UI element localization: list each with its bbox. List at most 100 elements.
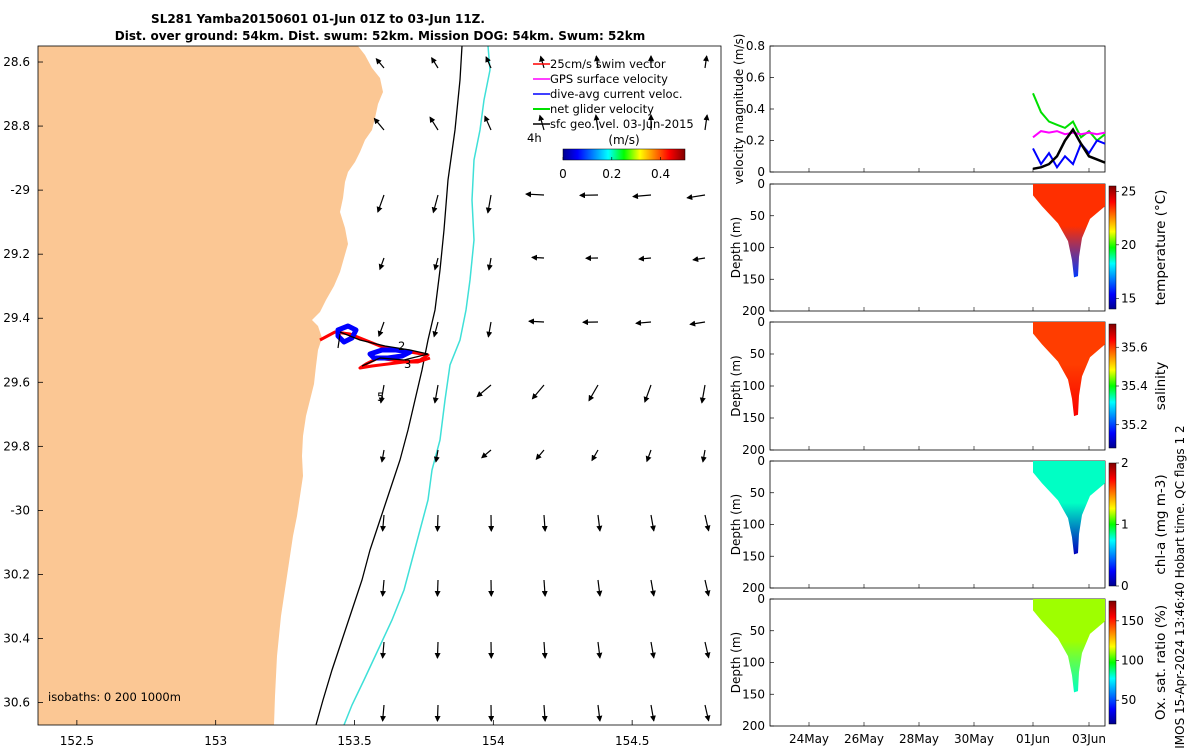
salinity-panel: 0 50 100 150 200 Depth (m) 35.6 35.4 35.2 salinit… [729, 315, 1169, 457]
velocity-vector [596, 514, 603, 532]
salinity-y-tick: 200 [742, 443, 765, 457]
map-colorbar-tick: 0.2 [602, 167, 621, 181]
map-colorbar-tick: 0 [559, 167, 567, 181]
map-y-tick-label: -30 [10, 503, 30, 517]
velocity-vector [380, 704, 387, 722]
figure-title-line2: Dist. over ground: 54km. Dist. swum: 52k… [115, 29, 645, 43]
velocity-vector [649, 704, 656, 722]
map-y-tick-label: 29.2 [3, 247, 30, 261]
time-tick-label: 26May [844, 732, 884, 746]
velocity-vector [432, 384, 439, 404]
velocity-vector [649, 514, 656, 532]
velocity-vector [531, 384, 545, 400]
map-y-tick-label: 30.6 [3, 696, 30, 710]
velocity-vector [635, 319, 652, 326]
velocity-vector [377, 321, 385, 338]
velocity-vector [596, 579, 603, 597]
velocity-vector [703, 55, 709, 69]
oxygen-y-tick: 200 [742, 719, 765, 733]
oxygen-y-tick: 150 [742, 687, 765, 701]
velocity-vector [434, 514, 441, 532]
velocity-vector [525, 191, 545, 198]
velocity-vector [643, 384, 652, 403]
velocity-vector [476, 384, 492, 398]
velocity-vector [434, 704, 441, 722]
oxygen-cbar-tick: 150 [1121, 614, 1144, 628]
velocity-vector [541, 579, 548, 597]
map-y-tick-label: -29 [10, 183, 30, 197]
chla-y-tick: 200 [742, 581, 765, 595]
temperature-y-tick: 150 [742, 272, 765, 286]
surface-velocity-vectors [373, 55, 711, 722]
velocity-vector [649, 641, 656, 659]
oxygen-colorbar [1108, 600, 1117, 725]
map-x-tick-label: 154 [482, 734, 505, 748]
velocity-vector [649, 579, 656, 597]
velocity-y-tick: 0 [757, 165, 765, 179]
temperature-y-tick: 100 [742, 241, 765, 255]
legend-net-velocity: net glider velocity [550, 102, 654, 116]
velocity-vector [485, 194, 492, 214]
velocity-vector [431, 194, 439, 214]
velocity-vector [531, 254, 545, 261]
temperature-section [1033, 184, 1105, 278]
velocity-vector [373, 117, 385, 131]
oxygen-y-tick: 50 [750, 624, 765, 638]
map-x-tick-label: 154.5 [615, 734, 649, 748]
map-x-tick-label: 153.5 [337, 734, 371, 748]
map-legend: 25cm/s swim vector GPS surface velocity … [527, 57, 694, 145]
velocity-vector [380, 514, 387, 532]
oxygen-y-tick: 100 [742, 656, 765, 670]
oxygen-section [1033, 599, 1105, 693]
salinity-y-tick: 50 [750, 347, 765, 361]
map-colorbar-label: (m/s) [608, 133, 639, 147]
chla-section [1033, 461, 1105, 555]
isobaths-label: isobaths: 0 200 1000m [48, 690, 181, 704]
velocity-vector [638, 255, 652, 262]
time-tick-label: 24May [789, 732, 829, 746]
temperature-cbar-tick: 20 [1121, 238, 1136, 252]
chla-cbar-tick: 1 [1121, 518, 1129, 532]
velocity-vector [704, 641, 711, 659]
velocity-vector [686, 194, 706, 200]
velocity-vector [484, 115, 492, 131]
map-x-tick-label: 153 [204, 734, 227, 748]
chla-cbar-tick: 0 [1121, 579, 1129, 593]
chla-colorbar [1108, 462, 1117, 587]
legend-swim-vector: 25cm/s swim vector [550, 57, 666, 71]
velocity-vector [591, 449, 599, 462]
salinity-section [1033, 322, 1105, 417]
temperature-panel: 0 50 100 150 200 Depth (m) 25 20 15 temperature (… [729, 177, 1169, 318]
salinity-ylabel: Depth (m) [729, 355, 743, 416]
temperature-colorbar [1108, 185, 1117, 310]
track-annotation-3: 3 [404, 357, 411, 371]
velocity-vector [433, 257, 440, 271]
velocity-vector [481, 449, 492, 459]
velocity-series-line [1032, 127, 1106, 171]
temperature-y-tick: 200 [742, 304, 765, 318]
velocity-vector [689, 320, 706, 327]
map-panel: 2 3 5 isobaths: 0 200 1000m 152.5 153 153.… [3, 45, 722, 748]
chla-y-tick: 0 [757, 454, 765, 468]
map-colorbar: (m/s) 0 0.2 0.4 [559, 133, 686, 181]
oxygen-cbar-tick: 50 [1121, 693, 1136, 707]
velocity-vector [434, 579, 441, 597]
velocity-vector [704, 704, 711, 722]
velocity-vector [700, 449, 707, 463]
temperature-cbar-label: temperature (°C) [1153, 190, 1169, 306]
land-coastline [38, 46, 383, 725]
velocity-vector [431, 56, 439, 69]
velocity-vector [692, 256, 706, 263]
map-y-tick-label: 28.6 [3, 55, 30, 69]
glider-track [319, 323, 431, 370]
velocity-vector [432, 321, 439, 338]
salinity-cbar-tick: 35.6 [1121, 340, 1148, 354]
velocity-vector [380, 579, 387, 597]
oxygen-ylabel: Depth (m) [729, 632, 743, 693]
velocity-vector [379, 449, 386, 463]
velocity-vector [380, 641, 387, 659]
velocity-vector [699, 384, 706, 404]
oxygen-cbar-label: Ox. sat. ratio (%) [1153, 605, 1169, 720]
